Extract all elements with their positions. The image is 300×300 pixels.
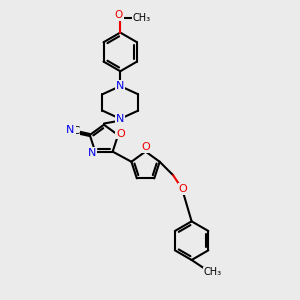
Text: O: O [141, 142, 150, 152]
Text: N: N [66, 125, 75, 135]
Text: O: O [179, 184, 188, 194]
Text: O: O [115, 11, 123, 20]
Text: C: C [72, 126, 80, 136]
Text: CH₃: CH₃ [203, 268, 221, 278]
Text: O: O [116, 128, 125, 139]
Text: N: N [88, 148, 96, 158]
Text: N: N [116, 81, 124, 91]
Text: N: N [116, 114, 124, 124]
Text: CH₃: CH₃ [133, 13, 151, 23]
